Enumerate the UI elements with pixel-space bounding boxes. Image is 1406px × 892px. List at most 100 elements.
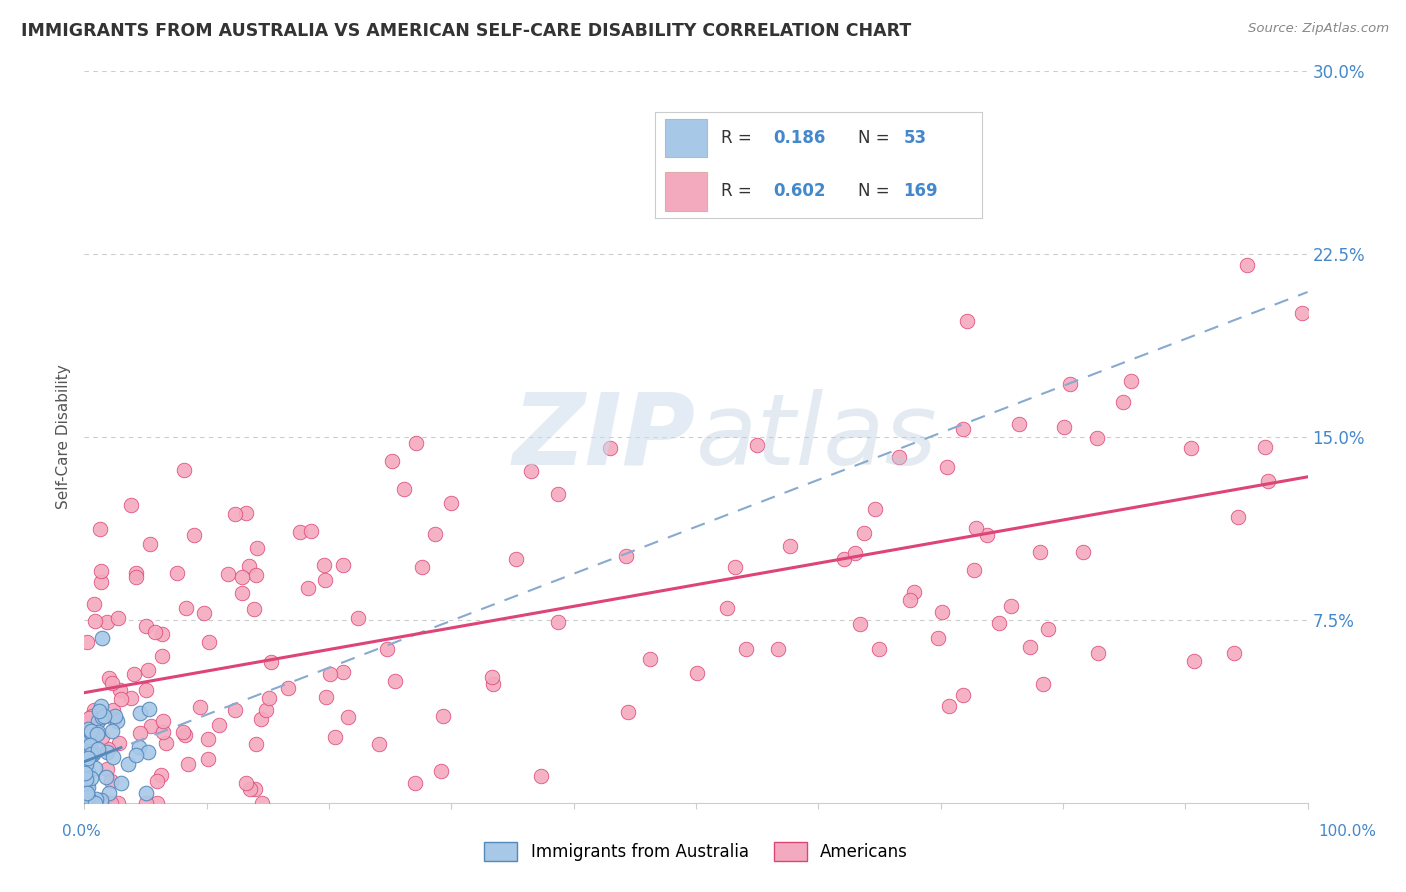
Point (260, 655, 283, 669)
Point (107, 611, 129, 625)
Point (224, 703, 246, 717)
Point (183, 528, 205, 542)
Point (80, 747, 103, 761)
Text: N =: N = (858, 182, 894, 200)
Point (235, 776, 257, 790)
FancyBboxPatch shape (665, 119, 707, 157)
Point (208, 718, 231, 732)
Point (128, 739, 150, 754)
Point (254, 703, 277, 717)
Point (100, 796, 122, 810)
Point (952, 422, 974, 436)
Point (1036, 623, 1059, 637)
Point (505, 551, 527, 566)
Text: ZIP: ZIP (513, 389, 696, 485)
Text: 0.602: 0.602 (773, 182, 825, 200)
Point (887, 450, 910, 464)
Point (135, 619, 157, 633)
Point (87, 704, 110, 718)
Point (381, 454, 404, 468)
Point (155, 736, 177, 750)
Point (367, 737, 389, 751)
Point (956, 314, 979, 328)
Point (616, 549, 638, 564)
Point (135, 682, 157, 697)
Point (1112, 394, 1135, 409)
Point (101, 750, 124, 764)
Point (482, 677, 505, 691)
Point (100, 774, 122, 789)
Point (440, 496, 463, 510)
Point (217, 566, 239, 581)
Point (965, 521, 987, 535)
Point (747, 438, 769, 452)
Point (724, 559, 747, 574)
Point (530, 769, 553, 783)
Point (83, 796, 105, 810)
Text: R =: R = (721, 182, 756, 200)
Point (520, 465, 543, 479)
Point (77, 780, 100, 794)
Point (82, 747, 104, 762)
Point (104, 709, 127, 723)
Point (779, 539, 801, 553)
Point (135, 786, 157, 800)
Point (332, 665, 354, 679)
Text: IMMIGRANTS FROM AUSTRALIA VS AMERICAN SELF-CARE DISABILITY CORRELATION CHART: IMMIGRANTS FROM AUSTRALIA VS AMERICAN SE… (21, 22, 911, 40)
Point (404, 775, 426, 789)
Point (177, 756, 200, 771)
Point (245, 737, 267, 751)
Point (323, 730, 346, 744)
Point (94, 770, 117, 784)
Point (77, 764, 100, 779)
Point (318, 667, 340, 681)
Point (197, 752, 219, 766)
Point (832, 551, 855, 566)
Point (77, 722, 100, 736)
Point (432, 709, 454, 723)
Point (638, 651, 661, 665)
Point (1291, 306, 1313, 320)
Legend: Immigrants from Australia, Americans: Immigrants from Australia, Americans (477, 835, 915, 868)
Point (332, 558, 354, 572)
Point (375, 642, 398, 657)
Point (849, 616, 872, 631)
Point (97, 796, 120, 810)
Point (84, 791, 107, 805)
Point (146, 774, 169, 789)
Point (145, 625, 167, 640)
Point (76, 777, 98, 791)
Point (174, 600, 197, 615)
Point (90, 574, 112, 589)
Point (314, 558, 336, 573)
Point (97, 671, 120, 685)
Point (898, 592, 921, 607)
Point (96, 615, 118, 630)
Point (91, 731, 114, 745)
Point (952, 688, 974, 702)
Point (1053, 420, 1076, 434)
Point (172, 724, 194, 739)
Point (1071, 544, 1094, 558)
Point (73, 738, 96, 752)
Text: 100.0%: 100.0% (1317, 824, 1376, 838)
Point (297, 581, 319, 595)
Point (146, 796, 169, 810)
Point (80, 726, 103, 740)
Point (75, 757, 97, 772)
Point (1018, 640, 1040, 655)
Point (245, 568, 267, 582)
Point (766, 642, 789, 657)
Point (988, 616, 1011, 631)
Y-axis label: Self-Care Disability: Self-Care Disability (56, 365, 72, 509)
Point (173, 463, 195, 477)
Point (249, 712, 271, 726)
Point (100, 723, 122, 738)
Point (686, 666, 709, 681)
Point (1236, 258, 1258, 272)
Point (96, 762, 118, 776)
Point (90, 796, 112, 810)
Point (1032, 677, 1054, 691)
Text: R =: R = (721, 128, 756, 146)
Point (242, 602, 264, 616)
